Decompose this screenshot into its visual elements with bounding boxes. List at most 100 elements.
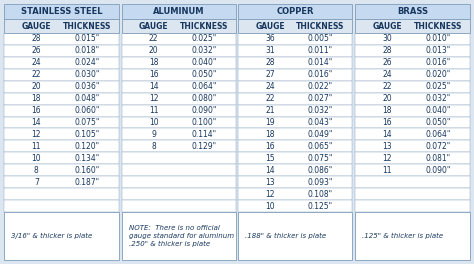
Text: 24: 24 [265,82,275,91]
Text: 0.024": 0.024" [74,58,100,67]
Bar [4,129,119,140]
Bar [122,188,236,200]
Text: THICKNESS: THICKNESS [296,22,345,31]
Bar [122,69,236,81]
Text: 0.125": 0.125" [308,201,333,210]
Text: 10: 10 [31,154,41,163]
Text: 0.160": 0.160" [74,166,100,175]
Text: 18: 18 [31,94,41,103]
Text: 0.064": 0.064" [191,82,217,91]
Text: 0.043": 0.043" [308,118,333,127]
Bar [238,81,352,93]
Bar [4,33,119,45]
Bar [4,152,119,164]
Bar [4,140,119,152]
Text: 13: 13 [265,178,275,187]
Text: 0.090": 0.090" [191,106,217,115]
Bar [4,200,119,212]
Text: 0.016": 0.016" [308,70,333,79]
Text: 0.050": 0.050" [425,118,450,127]
Text: 0.048": 0.048" [74,94,100,103]
Text: NOTE:  There is no official
gauge standard for aluminum
.250" & thicker is plate: NOTE: There is no official gauge standar… [128,225,234,247]
Text: 26: 26 [382,58,392,67]
Text: 27: 27 [265,70,275,79]
Bar [238,164,352,176]
Text: 0.049": 0.049" [308,130,333,139]
Text: 0.032": 0.032" [308,106,333,115]
Text: 0.040": 0.040" [425,106,450,115]
Text: 16: 16 [382,118,392,127]
Bar [122,140,236,152]
Bar [238,200,352,212]
Bar [238,69,352,81]
Text: 0.064": 0.064" [425,130,450,139]
Text: 0.011": 0.011" [308,46,333,55]
Text: 0.015": 0.015" [74,35,100,44]
Bar [355,129,470,140]
Bar [4,4,119,20]
Text: 24: 24 [31,58,41,67]
Bar [238,116,352,129]
Bar [355,93,470,105]
Text: 0.108": 0.108" [308,190,333,199]
Text: 0.005": 0.005" [308,35,333,44]
Text: 12: 12 [382,154,392,163]
Text: 13: 13 [382,142,392,151]
Text: 22: 22 [382,82,392,91]
Bar [355,140,470,152]
Text: THICKNESS: THICKNESS [180,22,228,31]
Bar [355,188,470,200]
Bar [355,200,470,212]
Bar [238,212,352,260]
Bar [122,105,236,116]
Text: 0.040": 0.040" [191,58,217,67]
Bar [4,81,119,93]
Bar [122,176,236,188]
Bar [355,69,470,81]
Text: 30: 30 [382,35,392,44]
Text: 36: 36 [265,35,275,44]
Text: 0.120": 0.120" [74,142,100,151]
Bar [4,57,119,69]
Bar [4,212,119,260]
Text: 0.036": 0.036" [74,82,100,91]
Bar [238,140,352,152]
Bar [238,4,352,20]
Bar [355,57,470,69]
Text: 8: 8 [151,142,156,151]
Bar [238,152,352,164]
Text: 16: 16 [31,106,41,115]
Text: 0.086": 0.086" [308,166,333,175]
Text: 0.080": 0.080" [191,94,217,103]
Text: 0.093": 0.093" [308,178,333,187]
Bar [355,105,470,116]
Bar [355,212,470,260]
Text: 3/16" & thicker is plate: 3/16" & thicker is plate [11,233,92,239]
Bar [238,188,352,200]
Text: 0.010": 0.010" [425,35,450,44]
Bar [122,212,236,260]
Bar [238,57,352,69]
Text: 9: 9 [151,130,156,139]
Text: 0.025": 0.025" [191,35,217,44]
Bar [238,20,352,33]
Bar [4,164,119,176]
Bar [122,93,236,105]
Bar [238,105,352,116]
Bar [4,105,119,116]
Text: 11: 11 [149,106,158,115]
Text: 0.018": 0.018" [74,46,100,55]
Text: 0.013": 0.013" [425,46,450,55]
Text: 28: 28 [265,58,275,67]
Bar [4,93,119,105]
Bar [238,176,352,188]
Bar [4,20,119,33]
Text: 10: 10 [265,201,275,210]
Text: 0.025": 0.025" [425,82,450,91]
Text: 22: 22 [265,94,275,103]
Bar [238,129,352,140]
Text: 16: 16 [265,142,275,151]
Text: 0.027": 0.027" [308,94,333,103]
Text: GAUGE: GAUGE [372,22,402,31]
Text: 31: 31 [265,46,275,55]
